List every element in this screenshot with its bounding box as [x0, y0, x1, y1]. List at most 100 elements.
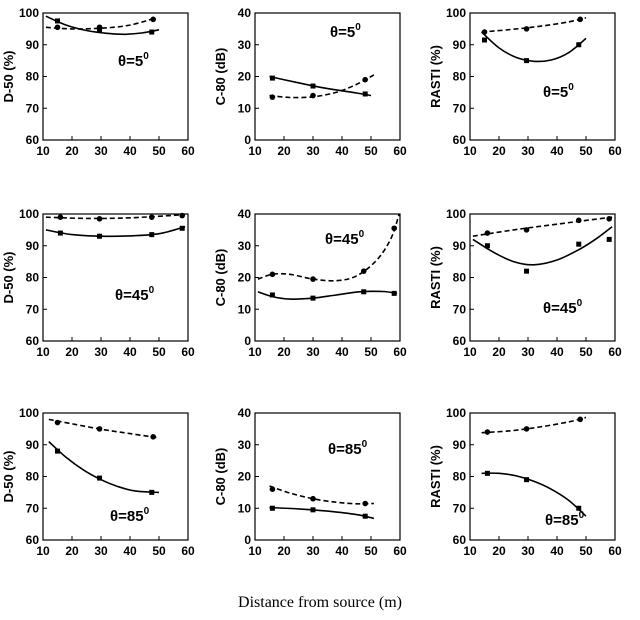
theta-annotation-text: θ=45: [543, 300, 577, 317]
data-point-circle: [577, 16, 583, 23]
theta-annotation: θ=450: [543, 298, 583, 317]
x-tick-label: 20: [492, 144, 506, 158]
theta-annotation-text: θ=5: [330, 24, 355, 41]
data-point-circle: [96, 24, 103, 31]
data-point-square: [149, 232, 155, 238]
theta-annotation-sup: 0: [362, 439, 368, 450]
data-point-square: [269, 505, 275, 511]
fit-line-solid-square: [48, 441, 160, 494]
x-tick-label: 20: [277, 144, 291, 158]
data-point-square: [391, 290, 397, 296]
x-tick-label: 60: [608, 144, 622, 158]
data-point-circle: [362, 500, 369, 507]
data-point-circle: [310, 495, 316, 502]
theta-annotation-text: θ=5: [543, 84, 568, 101]
x-tick-label: 60: [181, 544, 195, 558]
y-tick-label: 80: [26, 470, 40, 484]
x-tick-label: 10: [36, 544, 50, 558]
theta-annotation: θ=50: [118, 51, 149, 70]
data-point-circle: [310, 276, 316, 282]
x-tick-label: 40: [550, 544, 564, 558]
data-point-circle: [54, 24, 61, 31]
x-tick-label: 10: [463, 345, 477, 359]
y-tick-label: 70: [26, 101, 40, 115]
fit-line-solid-square: [45, 225, 186, 238]
y-tick-label: 30: [238, 239, 252, 253]
x-tick-label: 10: [36, 345, 50, 359]
x-tick-label: 30: [521, 144, 535, 158]
y-axis-label: RASTI (%): [428, 445, 443, 508]
y-tick-label: 100: [19, 6, 39, 20]
y-tick-label: 60: [26, 533, 40, 547]
data-point-square: [362, 513, 368, 519]
chart-panel-1: 10 20 30 40 50 60 60 70 80 90 100 D-50 (%) θ=50: [1, 6, 195, 158]
data-point-circle: [391, 225, 398, 232]
y-tick-label: 10: [238, 302, 252, 316]
global-x-axis-label: Distance from source (m): [238, 594, 402, 611]
data-point-circle: [96, 215, 103, 222]
theta-annotation-sup: 0: [149, 285, 155, 296]
data-point-square: [97, 475, 103, 481]
x-tick-label: 20: [492, 544, 506, 558]
data-point-square: [482, 37, 487, 43]
y-tick-label: 60: [453, 334, 467, 348]
theta-annotation: θ=850: [545, 510, 585, 529]
y-tick-label: 40: [238, 6, 252, 20]
data-point-square: [269, 292, 275, 298]
fit-line-dashed-circle: [45, 214, 186, 220]
data-point-circle: [523, 26, 530, 32]
y-tick-label: 60: [453, 533, 467, 547]
x-tick-label: 30: [521, 345, 535, 359]
fit-line-solid-square: [257, 290, 398, 300]
theta-annotation-text: θ=45: [325, 231, 359, 248]
data-point-square: [55, 18, 60, 24]
data-point-square: [484, 243, 490, 249]
x-tick-label: 40: [550, 345, 564, 359]
chart-panel-4: 10 20 30 40 50 60 60 70 80 90 100 D-50 (%) θ=450: [1, 207, 195, 359]
data-point-circle: [362, 76, 369, 83]
chart-panel-7: 10 20 30 40 50 60 60 70 80 90 100 D-50 (%) θ=850: [1, 406, 195, 558]
x-tick-label: 10: [248, 144, 262, 158]
y-tick-label: 90: [26, 239, 40, 253]
data-point-square: [179, 225, 185, 231]
y-tick-label: 80: [453, 70, 467, 84]
x-tick-label: 40: [550, 144, 564, 158]
chart-panel-3: 10 20 30 40 50 60 60 70 80 90 100 RASTI (%) θ=50: [428, 6, 622, 158]
data-point-circle: [575, 217, 582, 224]
fit-line-dashed-circle: [269, 74, 375, 99]
x-tick-label: 50: [152, 345, 166, 359]
data-point-circle: [523, 426, 530, 432]
theta-annotation: θ=850: [328, 439, 368, 458]
data-point-square: [362, 91, 368, 97]
x-tick-label: 10: [248, 544, 262, 558]
y-tick-label: 10: [238, 501, 252, 515]
plot-frame: [254, 12, 401, 141]
y-tick-label: 70: [453, 501, 467, 515]
y-axis-label: D-50 (%): [1, 251, 16, 303]
data-point-circle: [269, 271, 276, 278]
fit-line-solid-square: [45, 15, 160, 36]
x-tick-label: 10: [463, 144, 477, 158]
x-tick-label: 50: [152, 144, 166, 158]
data-point-square: [576, 241, 582, 247]
theta-annotation-sup: 0: [577, 298, 583, 309]
theta-annotation-text: θ=85: [545, 512, 579, 529]
data-point-square: [269, 75, 275, 81]
data-point-circle: [57, 214, 64, 220]
x-tick-label: 20: [65, 544, 79, 558]
y-tick-label: 40: [238, 207, 252, 221]
x-tick-label: 20: [277, 544, 291, 558]
y-tick-label: 100: [446, 406, 466, 420]
y-tick-label: 70: [453, 302, 467, 316]
x-tick-label: 40: [335, 345, 349, 359]
x-tick-label: 50: [579, 345, 593, 359]
fit-line-dashed-circle: [45, 17, 157, 30]
theta-annotation: θ=450: [115, 285, 155, 304]
theta-annotation: θ=450: [325, 229, 365, 248]
data-point-square: [97, 27, 103, 33]
theta-annotation-sup: 0: [359, 229, 365, 240]
data-point-circle: [606, 215, 612, 222]
x-tick-label: 10: [36, 144, 50, 158]
